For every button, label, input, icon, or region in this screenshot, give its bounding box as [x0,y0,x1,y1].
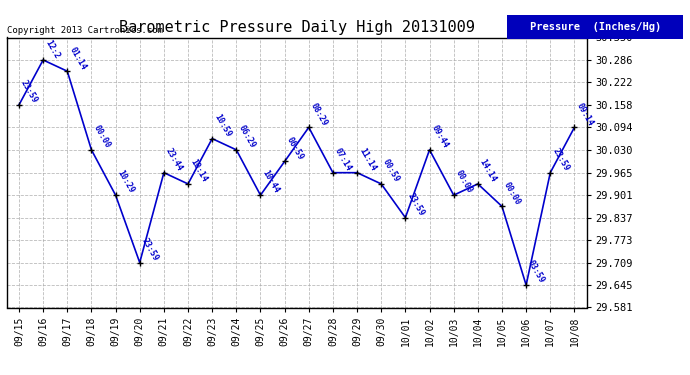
Text: 23:59: 23:59 [551,147,571,172]
Text: 00:00: 00:00 [91,124,112,150]
Text: 23:59: 23:59 [19,79,39,105]
Text: 10:29: 10:29 [115,169,136,195]
Text: 06:29: 06:29 [236,124,257,150]
Text: 00:00: 00:00 [502,180,522,206]
Text: 23:59: 23:59 [139,236,160,262]
Text: Copyright 2013 Cartronics.com: Copyright 2013 Cartronics.com [7,26,163,35]
Text: 11:14: 11:14 [357,147,377,172]
Text: 00:00: 00:00 [454,169,474,195]
Text: 07:14: 07:14 [333,147,353,172]
Text: 03:59: 03:59 [526,259,546,285]
Text: 01:14: 01:14 [68,45,88,71]
Text: 10:44: 10:44 [261,169,281,195]
Text: 12:2: 12:2 [43,38,61,60]
Text: 00:59: 00:59 [381,158,402,184]
Text: 23:44: 23:44 [164,147,184,172]
Text: 23:59: 23:59 [406,192,426,217]
Text: 14:14: 14:14 [477,158,498,184]
Text: 10:14: 10:14 [188,158,208,184]
Text: 08:29: 08:29 [308,101,329,128]
Text: 09:44: 09:44 [429,124,450,150]
Title: Barometric Pressure Daily High 20131009: Barometric Pressure Daily High 20131009 [119,20,475,35]
Text: Pressure  (Inches/Hg): Pressure (Inches/Hg) [529,22,661,32]
Text: 10:59: 10:59 [213,112,233,139]
Text: 06:59: 06:59 [284,135,305,162]
Text: 09:14: 09:14 [574,101,595,128]
